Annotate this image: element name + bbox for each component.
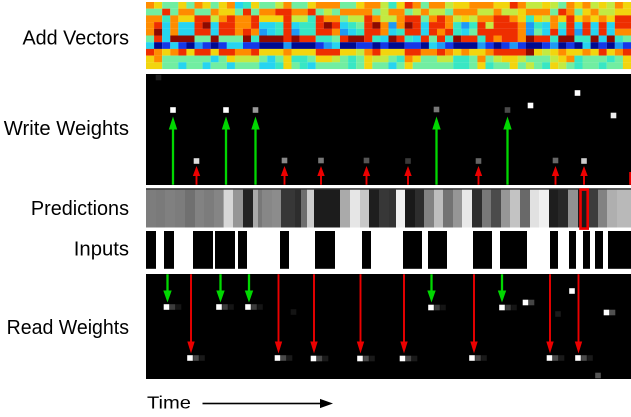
svg-text:Read Weights: Read Weights	[7, 317, 129, 339]
svg-text:Write Weights: Write Weights	[4, 118, 129, 140]
svg-text:Time: Time	[147, 393, 191, 412]
svg-text:Add Vectors: Add Vectors	[23, 27, 130, 49]
svg-text:Predictions: Predictions	[31, 198, 129, 220]
svg-text:Inputs: Inputs	[74, 239, 129, 261]
